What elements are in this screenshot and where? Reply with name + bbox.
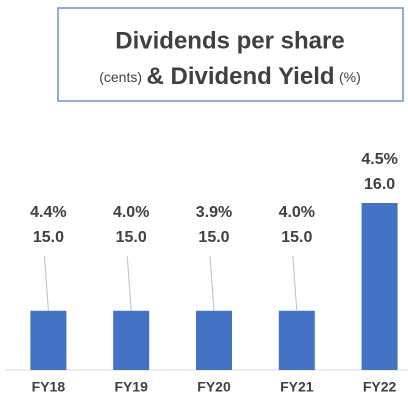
x-tick-label: FY20 [197, 379, 231, 395]
unit: (%) [339, 69, 361, 85]
x-tick-label: FY22 [363, 379, 397, 395]
bar [113, 310, 150, 370]
value-label: 16.0 [364, 176, 395, 193]
subtitle: & Dividend Yield [146, 63, 334, 90]
value-label: 15.0 [198, 229, 229, 246]
chart-title: Dividends per share [115, 27, 344, 54]
leader-line [43, 255, 49, 311]
leader-line [292, 255, 298, 311]
bar [30, 310, 67, 370]
unit: (cents) [99, 69, 142, 85]
x-tick-label: FY21 [280, 379, 314, 395]
value-label: 15.0 [281, 229, 312, 246]
leader-line [126, 255, 132, 311]
bar [278, 310, 315, 370]
value-label: 15.0 [116, 229, 147, 246]
bar [196, 310, 232, 370]
yield-label: 4.4% [30, 204, 66, 221]
x-tick-label: FY18 [32, 379, 66, 395]
yield-label: 4.5% [361, 151, 397, 168]
yield-label: 4.0% [279, 204, 315, 221]
x-tick-label: FY19 [114, 379, 148, 395]
yield-label: 3.9% [196, 204, 232, 221]
bar [361, 203, 398, 370]
leader-line [209, 255, 215, 311]
title-box [57, 7, 404, 102]
chart-subtitle: (cents) & Dividend Yield (%) [99, 63, 361, 90]
value-label: 15.0 [33, 229, 64, 246]
yield-label: 4.0% [113, 204, 149, 221]
